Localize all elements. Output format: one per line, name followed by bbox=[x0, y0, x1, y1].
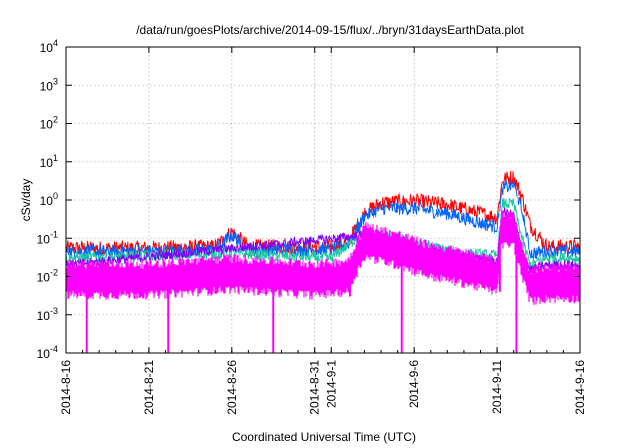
x-tick-label: 2014-9-16 bbox=[573, 360, 587, 415]
x-tick-label: 2014-8-21 bbox=[142, 360, 156, 415]
x-tick-label: 2014-8-16 bbox=[59, 360, 73, 415]
y-tick-label: 10-1 bbox=[37, 229, 58, 246]
y-tick-label: 103 bbox=[40, 76, 58, 93]
series-6 bbox=[65, 210, 581, 353]
x-axis-label: Coordinated Universal Time (UTC) bbox=[232, 430, 416, 444]
y-tick-label: 102 bbox=[40, 115, 58, 132]
x-tick-label: 2014-9-6 bbox=[407, 360, 421, 408]
series-line bbox=[65, 207, 580, 273]
y-tick-label: 10-4 bbox=[37, 344, 58, 361]
chart-title: /data/run/goesPlots/archive/2014-09-15/f… bbox=[136, 23, 524, 37]
y-axis-label: cSv/day bbox=[19, 179, 33, 222]
y-tick-label: 104 bbox=[40, 38, 58, 55]
x-tick-label: 2014-9-1 bbox=[324, 360, 338, 408]
x-tick-label: 2014-8-26 bbox=[225, 360, 239, 415]
series-4 bbox=[65, 197, 581, 269]
y-tick-label: 101 bbox=[40, 153, 58, 170]
series-layer bbox=[65, 171, 581, 353]
series-line bbox=[364, 188, 544, 268]
series-line bbox=[65, 197, 581, 269]
series-band bbox=[65, 210, 581, 305]
x-tick-label: 2014-9-11 bbox=[490, 360, 504, 414]
series-5 bbox=[65, 207, 580, 273]
series-3 bbox=[364, 188, 544, 268]
y-tick-label: 10-2 bbox=[37, 268, 58, 285]
y-tick-label: 100 bbox=[40, 191, 58, 208]
y-tick-label: 10-3 bbox=[37, 306, 58, 323]
tick-layer: 10-4 10-3 10-2 10-1 100 101 102 103 104 2014-8-16… bbox=[37, 38, 587, 415]
x-tick-label: 2014-8-31 bbox=[308, 360, 322, 415]
